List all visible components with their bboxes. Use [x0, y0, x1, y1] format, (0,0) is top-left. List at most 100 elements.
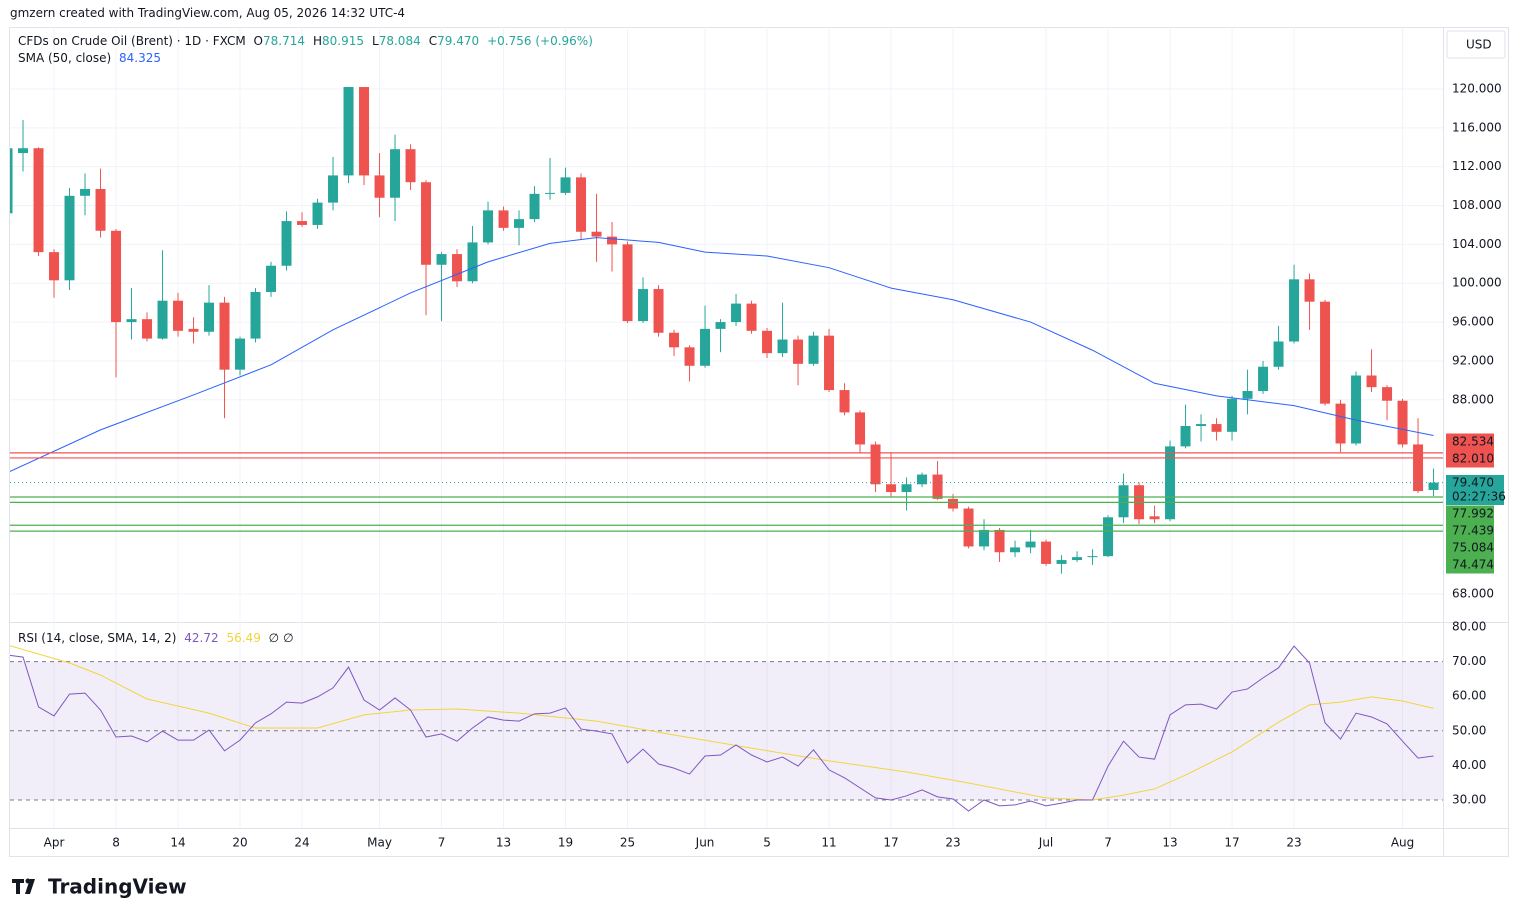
logo: TradingView [12, 875, 187, 899]
candle-body [436, 254, 447, 265]
x-tick-label: Apr [44, 836, 65, 850]
candle-body [607, 236, 618, 245]
candle-body [1196, 424, 1207, 426]
x-tick-label: 20 [232, 836, 247, 850]
chart-frame [9, 27, 1509, 857]
logo-icon [12, 879, 35, 894]
candle-body [591, 231, 602, 237]
candle-body [157, 300, 168, 339]
sma-legend: SMA (50, close) 84.325 [18, 51, 165, 65]
candle-body [421, 182, 432, 265]
candle-body [576, 177, 587, 232]
level-label: 77.439 [1452, 524, 1494, 538]
candle-body [1056, 560, 1067, 564]
y-tick-label: 100.000 [1452, 276, 1502, 290]
candle-body [653, 289, 664, 333]
candle-body [824, 335, 835, 391]
candle-body [10, 148, 13, 214]
candle-body [343, 87, 354, 176]
candle-body [979, 529, 990, 547]
ohlc-value: 79.470 [437, 34, 480, 48]
candle-body [1397, 400, 1408, 445]
candle-body [1320, 301, 1331, 404]
candle-body [1413, 444, 1424, 492]
level-label: 82.010 [1452, 452, 1494, 466]
candle-body [1335, 403, 1346, 444]
x-tick-label: 14 [170, 836, 185, 850]
level-label: 74.474 [1452, 558, 1494, 572]
candle-body [669, 332, 680, 348]
candle-body [1227, 398, 1238, 432]
candle-body [1242, 391, 1253, 399]
rsi-ma-value: 56.49 [226, 631, 261, 645]
candle-body [839, 390, 850, 413]
x-tick-label: 13 [496, 836, 511, 850]
candle-body [1118, 485, 1129, 518]
candle-body [560, 177, 571, 193]
level-label-box [1446, 450, 1494, 468]
rsi-ma-line [10, 645, 1434, 801]
candle-body [281, 221, 292, 266]
ohlc-key: H [313, 34, 323, 48]
level-label-box [1446, 522, 1494, 540]
x-tick-label: 23 [945, 836, 960, 850]
candle-body [111, 230, 122, 323]
level-label-box [1446, 556, 1494, 574]
candle-body [746, 303, 757, 331]
ohlc-key: O [253, 34, 263, 48]
candle-body [80, 189, 91, 196]
candle-body [808, 335, 819, 364]
candle-body [1428, 482, 1439, 490]
candle-body [1273, 341, 1284, 367]
candle-body [684, 347, 695, 366]
level-label: 77.992 [1452, 507, 1494, 521]
candle-body [715, 322, 726, 329]
candle-body [390, 149, 401, 198]
candle-body [483, 210, 494, 243]
y-tick-label: 108.000 [1452, 198, 1502, 212]
currency-box[interactable] [1446, 30, 1506, 59]
candle-body [204, 302, 215, 332]
level-label: 82.534 [1452, 435, 1494, 449]
candle-body [64, 195, 75, 281]
candle-body [622, 244, 633, 322]
y-tick-label: 88.000 [1452, 392, 1494, 406]
y-tick-label: 112.000 [1452, 159, 1502, 173]
last-price-box [1446, 475, 1504, 505]
rsi-extra: ∅ [283, 631, 294, 645]
y-tick-label: 92.000 [1452, 353, 1494, 367]
candle-body [886, 484, 897, 493]
candle-body [1087, 556, 1098, 558]
candle-body [1149, 516, 1160, 520]
candle-body [1211, 424, 1222, 432]
logo-dot [25, 878, 31, 884]
y-tick-label: 96.000 [1452, 315, 1494, 329]
sma-line [10, 237, 1434, 473]
last-price-label: 79.470 [1452, 476, 1494, 490]
candle-body [1382, 387, 1393, 401]
y-tick-label: 116.000 [1452, 120, 1502, 134]
candle-body [95, 189, 106, 231]
logo-text: TradingView [48, 875, 187, 899]
rsi-tick-label: 40.00 [1452, 758, 1486, 772]
candle-body [467, 242, 478, 282]
candle-body [142, 319, 153, 339]
candle-body [870, 444, 881, 485]
candle-body [219, 302, 230, 370]
ohlc-value: 78.084 [378, 34, 421, 48]
level-label: 75.084 [1452, 541, 1494, 555]
candle-body [948, 498, 959, 509]
x-tick-label: Jun [695, 836, 715, 850]
candle-body [1103, 517, 1114, 557]
candle-body [18, 148, 29, 154]
x-tick-label: 7 [1104, 836, 1112, 850]
ohlc-value: 78.714 [263, 34, 305, 48]
candle-body [1304, 279, 1315, 302]
candle-body [297, 221, 308, 225]
candle-body [33, 148, 44, 253]
ohlc-value: 80.915 [322, 34, 365, 48]
rsi-tick-label: 60.00 [1452, 689, 1486, 703]
x-tick-label: Jul [1038, 836, 1053, 850]
x-tick-label: 7 [438, 836, 446, 850]
